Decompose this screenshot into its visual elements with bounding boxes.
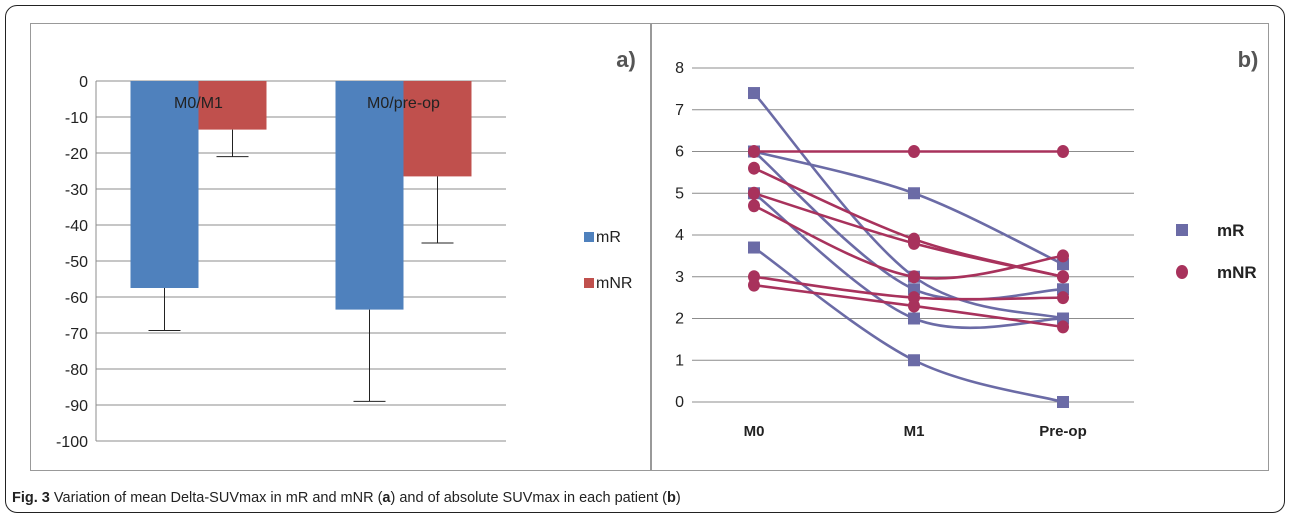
caption-text-3: ) [675, 490, 681, 506]
legend-marker-mNR [1176, 265, 1188, 279]
y-tick-label: 7 [675, 102, 684, 119]
caption-text-1: Variation of mean Delta-SUVmax in mR and… [53, 490, 383, 506]
legend-label-mR: mR [596, 229, 621, 246]
marker-mNR [748, 161, 760, 175]
panel-a-bar-chart: 0 -10 -20 -30 -40 -50 -60 -70 -80 -90 -100 M0/M1 M0/… [30, 23, 651, 471]
marker-mNR [1057, 145, 1069, 158]
x-tick-label: Pre-op [1039, 423, 1087, 440]
category-label: M0/pre-op [367, 95, 440, 112]
marker-mNR [908, 299, 920, 313]
bar-mNR-M0/pre-op [403, 81, 472, 177]
panel-letter-a: a) [616, 47, 636, 72]
legend-swatch-mNR [584, 278, 594, 288]
marker-mR [908, 312, 920, 325]
y-tick-label: -100 [56, 434, 88, 451]
category-label: M0/M1 [174, 95, 223, 112]
y-tick-label: 3 [675, 269, 684, 286]
y-tick-label: -10 [65, 110, 88, 127]
y-tick-label: 8 [675, 60, 684, 77]
y-tick-label: -50 [65, 254, 88, 271]
legend-label-mR: mR [1217, 221, 1244, 240]
legend-label-mNR: mNR [1217, 263, 1257, 282]
bar-chart-svg: 0 -10 -20 -30 -40 -50 -60 -70 -80 -90 -100 M0/M1 M0/… [56, 47, 636, 451]
y-tick-label: -70 [65, 326, 88, 343]
marker-mNR [748, 199, 760, 213]
marker-mNR [1057, 320, 1069, 334]
bar-mR-M0/pre-op [335, 81, 404, 310]
y-tick-label: 4 [675, 227, 684, 244]
y-tick-label: 0 [79, 74, 88, 91]
legend-label-mNR: mNR [596, 275, 632, 292]
bar-mR-M0/M1 [130, 81, 199, 288]
marker-mNR [748, 145, 760, 158]
x-tick-label: M1 [904, 423, 925, 440]
y-tick-label: -90 [65, 398, 88, 415]
series-line-mNR [753, 167, 1064, 279]
y-tick-label: -30 [65, 182, 88, 199]
x-tick-label: M0 [744, 423, 765, 440]
caption-text-2: ) and of absolute SUVmax in each patient… [390, 490, 667, 506]
y-tick-label: -60 [65, 290, 88, 307]
caption-a: a [382, 490, 391, 506]
y-tick-label: 6 [675, 144, 684, 161]
legend-swatch-mR [584, 232, 594, 242]
marker-mR [748, 87, 760, 100]
marker-mNR [908, 145, 920, 158]
caption-b: b [666, 490, 676, 506]
marker-mR [908, 187, 920, 200]
y-tick-label: -40 [65, 218, 88, 235]
marker-mNR [748, 278, 760, 292]
figure-caption: Fig. 3 Variation of mean Delta-SUVmax in… [12, 490, 681, 506]
y-tick-label: 0 [675, 394, 684, 411]
panel-letter-b: b) [1238, 47, 1259, 72]
marker-mNR [748, 186, 760, 200]
marker-mNR [1057, 249, 1069, 263]
marker-mNR [1057, 270, 1069, 284]
marker-mR [908, 354, 920, 367]
marker-mNR [908, 236, 920, 250]
y-tick-label: 5 [675, 185, 684, 202]
bar-mNR-M0/M1 [198, 81, 267, 130]
marker-mR [1057, 396, 1069, 408]
marker-mNR [908, 270, 920, 284]
y-tick-label: -20 [65, 146, 88, 163]
y-tick-label: -80 [65, 362, 88, 379]
marker-mR [748, 241, 760, 254]
line-chart-svg: 0 1 2 3 4 5 6 7 8 M0 M1 Pre-op b) mR mNR [675, 47, 1259, 440]
caption-fig-label: Fig. 3 [12, 490, 50, 506]
panel-b-line-chart: 0 1 2 3 4 5 6 7 8 M0 M1 Pre-op b) mR mNR [651, 23, 1269, 471]
legend-marker-mR [1176, 224, 1188, 236]
marker-mNR [1057, 291, 1069, 305]
y-tick-label: 2 [675, 311, 684, 328]
y-tick-label: 1 [675, 352, 684, 369]
